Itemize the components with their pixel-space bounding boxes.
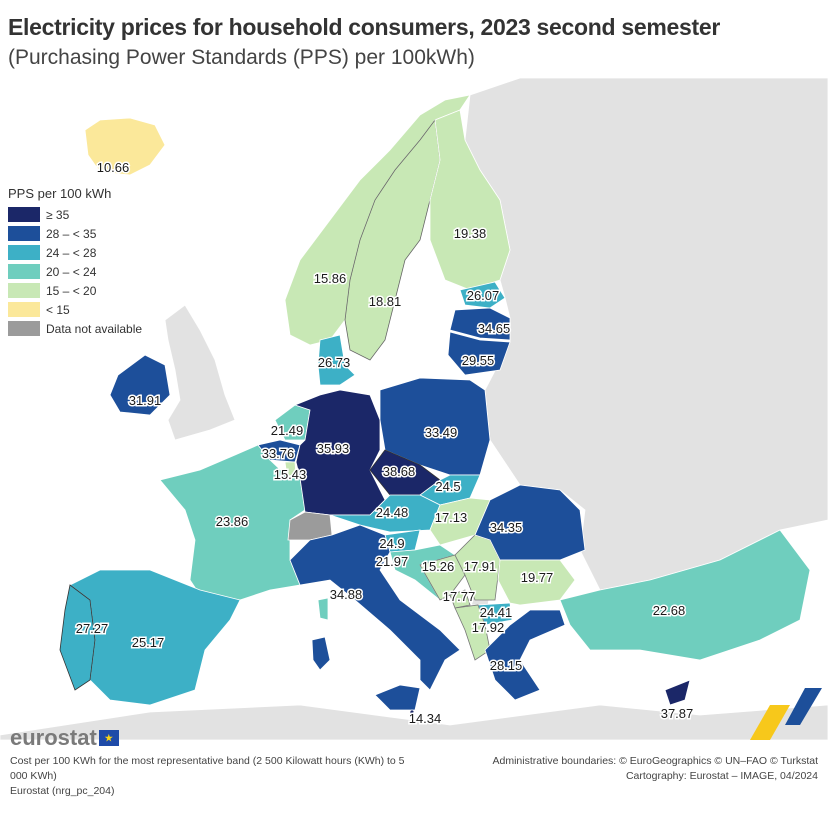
island-sicily[interactable] [374,684,421,711]
value-netherlands: 21.49 [271,423,304,438]
eu-flag-icon: ★ [98,730,119,746]
country-italy[interactable] [289,524,461,691]
value-hungary: 17.13 [435,510,468,525]
value-france: 23.86 [216,514,249,529]
country-latvia[interactable] [449,307,511,341]
value-slovakia: 24.5 [435,479,460,494]
legend-swatch [8,283,40,298]
legend-label: ≥ 35 [46,207,70,222]
country-bosnia[interactable] [419,554,466,601]
value-bosnia: 15.26 [422,559,455,574]
country-denmark[interactable] [317,334,356,386]
value-slovenia: 24.9 [379,536,404,551]
eurostat-logo: eurostat ★ [10,725,119,751]
value-sweden: 18.81 [369,294,402,309]
legend-label: 28 – < 35 [46,226,97,241]
value-luxembourg: 15.43 [274,467,307,482]
country-montenegro[interactable] [449,589,471,609]
country-lithuania[interactable] [447,331,511,376]
legend-item: < 15 [8,300,142,319]
value-greece: 28.15 [490,658,523,673]
country-luxembourg[interactable] [284,461,297,477]
country-belgium[interactable] [257,439,301,463]
footer-cartography: Cartography: Eurostat – IMAGE, 04/2024 [625,770,818,782]
island-sardinia[interactable] [311,636,331,671]
country-turkey[interactable] [559,529,811,661]
value-spain: 25.17 [132,635,165,650]
map-title: Electricity prices for household consume… [8,14,720,40]
value-bulgaria: 19.77 [521,570,554,585]
value-iceland: 10.66 [97,160,130,175]
value-belgium: 33.76 [262,446,295,461]
value-germany: 35.93 [317,441,350,456]
land-uk [164,304,236,441]
country-cyprus[interactable] [664,679,691,706]
legend-swatch [8,264,40,279]
value-finland: 19.38 [454,226,487,241]
value-malta: 14.34 [409,711,442,726]
country-iceland[interactable] [84,117,166,176]
value-portugal: 27.27 [76,621,109,636]
footer-credits: Administrative boundaries: © EuroGeograp… [492,754,818,784]
legend-item: 20 – < 24 [8,262,142,281]
legend-label: 20 – < 24 [46,264,97,279]
country-greece[interactable] [484,609,566,701]
legend-label: 24 – < 28 [46,245,97,260]
legend-swatch [8,226,40,241]
value-lithuania: 29.55 [462,353,495,368]
country-austria[interactable] [329,494,441,533]
value-north-macedonia: 24.41 [480,605,513,620]
value-poland: 33.49 [425,425,458,440]
ribbon-icon [750,688,822,740]
legend-title: PPS per 100 kWh [8,186,112,201]
legend-item: 28 – < 35 [8,224,142,243]
legend-label: Data not available [46,321,143,336]
legend-item: 15 – < 20 [8,281,142,300]
legend-item: ≥ 35 [8,205,142,224]
country-finland[interactable] [429,109,511,291]
footer-boundaries: Administrative boundaries: © EuroGeograp… [492,755,818,767]
country-romania[interactable] [474,484,586,561]
country-ireland[interactable] [109,354,171,416]
value-denmark: 26.73 [318,355,351,370]
legend-label: < 15 [46,302,70,317]
legend-swatch [8,302,40,317]
value-norway: 15.86 [314,271,347,286]
island-corsica[interactable] [317,597,329,621]
legend-swatch [8,245,40,260]
legend-swatch [8,207,40,222]
value-ireland: 31.91 [129,393,162,408]
value-italy: 34.88 [330,587,363,602]
value-estonia: 26.07 [467,288,500,303]
map-subtitle: (Purchasing Power Standards (PPS) per 10… [8,46,475,69]
value-turkey: 22.68 [653,603,686,618]
footer-source: Eurostat (nrg_pc_204) [10,785,115,797]
land-africa [0,704,828,741]
country-estonia[interactable] [459,281,506,309]
value-montenegro: 17.77 [443,589,476,604]
footer-note: Cost per 100 KWh for the most representa… [10,755,405,782]
legend-swatch [8,321,40,336]
value-austria: 24.48 [376,505,409,520]
value-serbia: 17.91 [464,559,497,574]
value-romania: 34.35 [490,520,523,535]
legend: PPS per 100 kWh ≥ 35 28 – < 35 24 – < 28 20… [8,186,142,338]
legend-label: 15 – < 20 [46,283,97,298]
value-croatia: 21.97 [376,554,409,569]
logo-text: eurostat [10,725,97,750]
value-czechia: 38.68 [383,464,416,479]
legend-item: 24 – < 28 [8,243,142,262]
footer-notes: Cost per 100 KWh for the most representa… [10,754,420,799]
value-latvia: 34.65 [478,321,511,336]
value-albania: 17.92 [472,620,505,635]
country-portugal[interactable] [59,584,96,691]
country-malta[interactable] [409,709,415,715]
value-cyprus: 37.87 [661,706,694,721]
legend-item: Data not available [8,319,142,338]
